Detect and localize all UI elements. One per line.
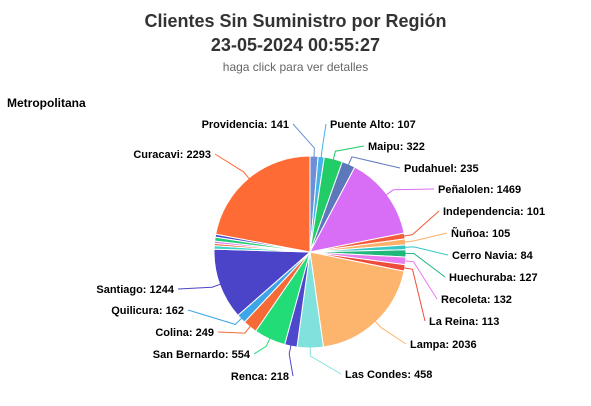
label-san-bernardo: San Bernardo: 554 [153,349,251,361]
connector-huechuraba [403,252,446,278]
chart-subtitle-link[interactable]: haga click para ver detalles [222,60,369,74]
region-heading: Metropolitana [7,96,86,110]
label-puente-alto: Puente Alto: 107 [330,119,416,131]
connector-santiago [177,283,222,290]
label-colina: Colina: 249 [155,327,214,339]
connector-providencia [292,123,315,159]
label-santiago: Santiago: 1244 [96,284,175,296]
label-curacavi: Curacavi: 2293 [133,149,211,161]
label-las-condes: Las Condes: 458 [345,369,432,381]
label-renca: Renca: 218 [231,371,289,383]
chart-timestamp: 23-05-2024 00:55:27 [210,35,381,55]
connector-la-reina [402,267,426,322]
connector-cerro-navia [403,246,449,256]
slice-labels: Providencia: 141 Puente Alto: 107 Maipu: 3… [96,119,545,383]
connector-independencia [402,210,440,237]
connector-lampa [374,320,407,345]
connector-maipu [332,145,365,161]
chart-title: Clientes Sin Suministro por Región [144,11,447,31]
connector-renca [288,344,294,377]
label-huechuraba: Huechuraba: 127 [449,272,538,284]
connector-colina [217,324,252,334]
label-la-reina: La Reina: 113 [429,316,499,328]
label-providencia: Providencia: 141 [202,119,289,131]
label-quilicura: Quilicura: 162 [111,305,184,317]
label-pudahuel: Pudahuel: 235 [404,163,479,175]
pie-slices [213,155,407,349]
connector-quilicura [187,309,243,325]
label-cerro-navia: Cerro Navia: 84 [452,250,534,262]
connector-san-bernardo [253,337,271,355]
connector-ñuñoa [403,232,448,243]
connector-las-condes [309,345,342,375]
label-maipu: Maipu: 322 [368,141,425,153]
connector-curacavi [214,153,251,180]
label-peñalolen: Peñalolen: 1469 [438,184,521,196]
label-independencia: Independencia: 101 [443,206,545,218]
label-lampa: Lampa: 2036 [410,339,477,351]
label-ñuñoa: Ñuñoa: 105 [451,227,510,240]
connector-recoleta [403,260,438,300]
connector-pudahuel [347,156,401,169]
label-recoleta: Recoleta: 132 [441,294,512,306]
connector-puente-alto [320,123,327,159]
label-connectors [177,123,449,377]
connector-peñalolen [385,188,435,197]
